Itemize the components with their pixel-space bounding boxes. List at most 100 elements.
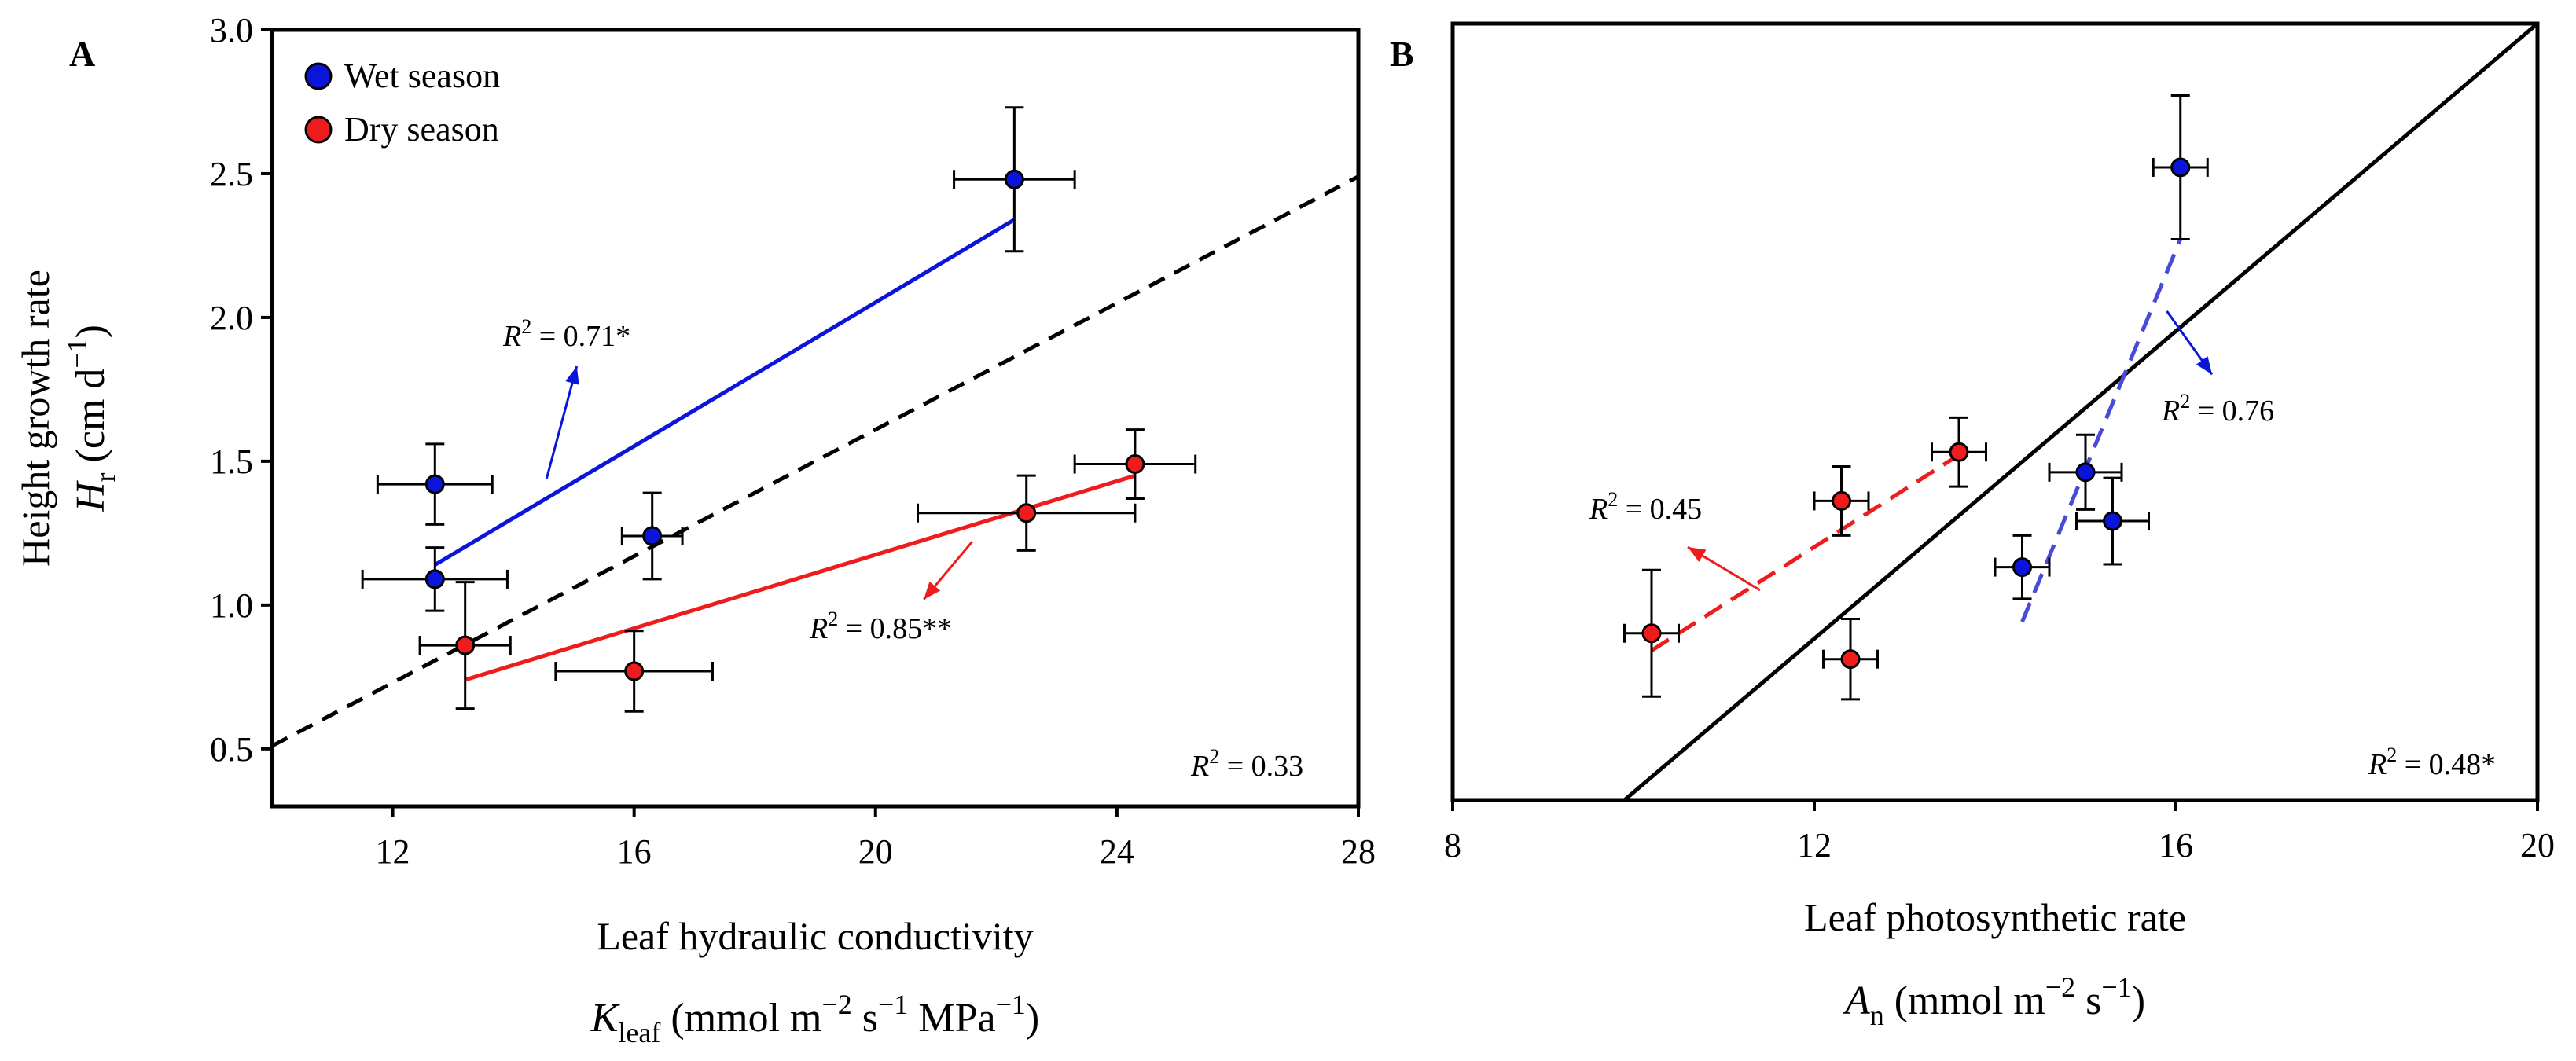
panel-a-x-exp3: −1: [996, 989, 1026, 1020]
panel-a-x-mid2: MPa: [908, 996, 995, 1041]
x-tick-label: 12: [376, 832, 410, 871]
panel-a-plot-frame: [270, 28, 1361, 809]
annotation-r2-overall-a-value: = 0.33: [1219, 750, 1303, 783]
dry-season-point: [1016, 503, 1037, 523]
annotation-r2-dry-b-value: = 0.45: [1618, 493, 1702, 526]
y-tick-label: 3.0: [210, 11, 253, 50]
panel-a-x-axis-title: Leaf hydraulic conductivity: [597, 914, 1033, 958]
annotation-r2-dry-a: R2 = 0.85**: [809, 608, 952, 645]
annotation-arrow-head: [2196, 356, 2212, 375]
dry-season-point: [1832, 490, 1851, 511]
panel-a-legend: Wet season Dry season: [304, 57, 500, 149]
x-tick-label: 8: [1444, 826, 1461, 865]
annotation-r2-overall-b-var: R: [2368, 748, 2387, 781]
panel-a-y-sub: r: [90, 472, 121, 482]
panel-b-x-units-open: (mmol m: [1884, 978, 2045, 1023]
annotation-r2-overall-b-value: = 0.48*: [2397, 748, 2496, 781]
overall-fit-line: [270, 174, 1360, 748]
annotation-r2-dry-b-var: R: [1589, 493, 1608, 526]
panel-b-x-exp1: −2: [2045, 971, 2075, 1003]
panel-b-x-axis-units: An (mmol m−2 s−1): [1843, 971, 2145, 1031]
annotation-r2-dry-a-value: = 0.85**: [838, 612, 952, 645]
panel-b-x-axis-title: Leaf photosynthetic rate: [1804, 895, 2186, 939]
legend-dry-season-label: Dry season: [344, 110, 499, 149]
dry-season-point: [624, 661, 645, 681]
annotation-r2-wet-a-value: = 0.71*: [531, 320, 630, 353]
y-tick-label: 2.5: [210, 155, 253, 193]
panel-a-label: A: [69, 34, 95, 74]
panel-a-x-var: K: [590, 996, 620, 1041]
x-tick-label: 16: [617, 832, 652, 871]
x-tick-label: 20: [2520, 826, 2555, 865]
annotation-r2-dry-b-exp: 2: [1608, 488, 1618, 511]
x-tick-label: 24: [1100, 832, 1134, 871]
panel-a-y-units-open: (cm d: [68, 369, 113, 473]
x-tick-label: 12: [1797, 826, 1832, 865]
legend-dry-season-marker: [304, 116, 333, 144]
annotation-arrow-head: [1688, 546, 1707, 562]
x-tick-label: 28: [1341, 832, 1376, 871]
wet-season-point: [2075, 462, 2096, 483]
annotation-r2-wet-b: R2 = 0.76: [2161, 390, 2274, 428]
panel-a-x-axis-units: Kleaf (mmol m−2 s−1 MPa−1): [590, 989, 1040, 1048]
wet-season-point: [1004, 169, 1024, 189]
dry-season-point: [1949, 442, 1969, 462]
panel-a: A 12 16 20 24 28 0.5 1.0 1.5 2.0 2.5 3.0 Wet seaso…: [13, 11, 1376, 1048]
annotation-r2-wet-b-value: = 0.76: [2190, 395, 2274, 428]
annotation-arrow-head: [565, 366, 579, 385]
annotation-r2-wet-a: R2 = 0.71*: [502, 315, 630, 353]
dry-season-fit-line: [464, 473, 1136, 682]
annotation-r2-overall-a: R2 = 0.33: [1190, 745, 1303, 783]
annotation-r2-wet-a-var: R: [502, 320, 521, 353]
annotation-r2-wet-a-exp: 2: [521, 315, 531, 338]
panel-a-y-axis-title: Height growth rate: [13, 270, 57, 567]
annotation-r2-overall-a-var: R: [1190, 750, 1209, 783]
wet-season-point: [2012, 557, 2032, 578]
legend-wet-season-label: Wet season: [344, 57, 500, 95]
panel-b-x-exp2: −1: [2101, 971, 2131, 1003]
y-tick-label: 2.0: [210, 299, 253, 337]
dry-season-point: [1840, 649, 1861, 670]
panel-a-y-axis-units: Hr (cm d−1): [61, 325, 121, 512]
annotation-r2-dry-a-exp: 2: [828, 608, 838, 630]
y-tick-label: 1.0: [210, 586, 253, 625]
annotation-r2-overall-b: R2 = 0.48*: [2368, 743, 2496, 781]
annotation-r2-wet-b-exp: 2: [2180, 390, 2190, 413]
x-tick-label: 20: [858, 832, 893, 871]
panel-a-x-exp1: −2: [821, 989, 851, 1020]
panel-a-x-close: ): [1026, 996, 1039, 1041]
legend-wet-season-marker: [304, 62, 333, 90]
panel-a-y-close: ): [68, 325, 113, 338]
panel-b-plot-frame: [1450, 21, 2540, 802]
y-tick-label: 0.5: [210, 730, 253, 769]
wet-season-fit-line: [2020, 238, 2183, 623]
wet-season-point: [642, 526, 663, 546]
panel-b-x-close: ): [2132, 978, 2145, 1023]
panel-a-x-units-open: (mmol m: [660, 996, 821, 1041]
panel-a-x-mid1: s: [852, 996, 878, 1041]
panel-a-x-sub: leaf: [618, 1017, 660, 1048]
panel-b-x-sub: n: [1870, 1000, 1884, 1031]
annotation-r2-dry-a-var: R: [809, 612, 828, 645]
annotation-r2-overall-a-exp: 2: [1209, 745, 1219, 768]
annotation-arrow-line: [545, 365, 579, 479]
annotation-r2-dry-b: R2 = 0.45: [1589, 488, 1702, 526]
annotation-arrow-head: [924, 581, 941, 600]
wet-season-point: [2103, 511, 2122, 531]
dry-season-point: [455, 635, 476, 655]
panel-b-x-var: A: [1843, 978, 1870, 1023]
overall-fit-line: [1622, 22, 2539, 802]
panel-b: B 8 12 16 20 R2 = 0.45 R2 = 0.76 R2 = 0.48*…: [1390, 21, 2555, 1031]
panel-a-y-exp1: −1: [61, 338, 93, 368]
dry-season-point: [1641, 623, 1662, 644]
panel-b-x-mid1: s: [2075, 978, 2101, 1023]
annotation-r2-overall-b-exp: 2: [2387, 743, 2397, 766]
wet-season-point: [2170, 157, 2191, 178]
wet-season-point: [424, 569, 445, 589]
panel-a-x-exp2: −1: [878, 989, 908, 1020]
y-tick-label: 1.5: [210, 442, 253, 481]
x-tick-label: 16: [2159, 826, 2193, 865]
dry-season-point: [1125, 454, 1145, 475]
panel-b-label: B: [1390, 34, 1414, 74]
